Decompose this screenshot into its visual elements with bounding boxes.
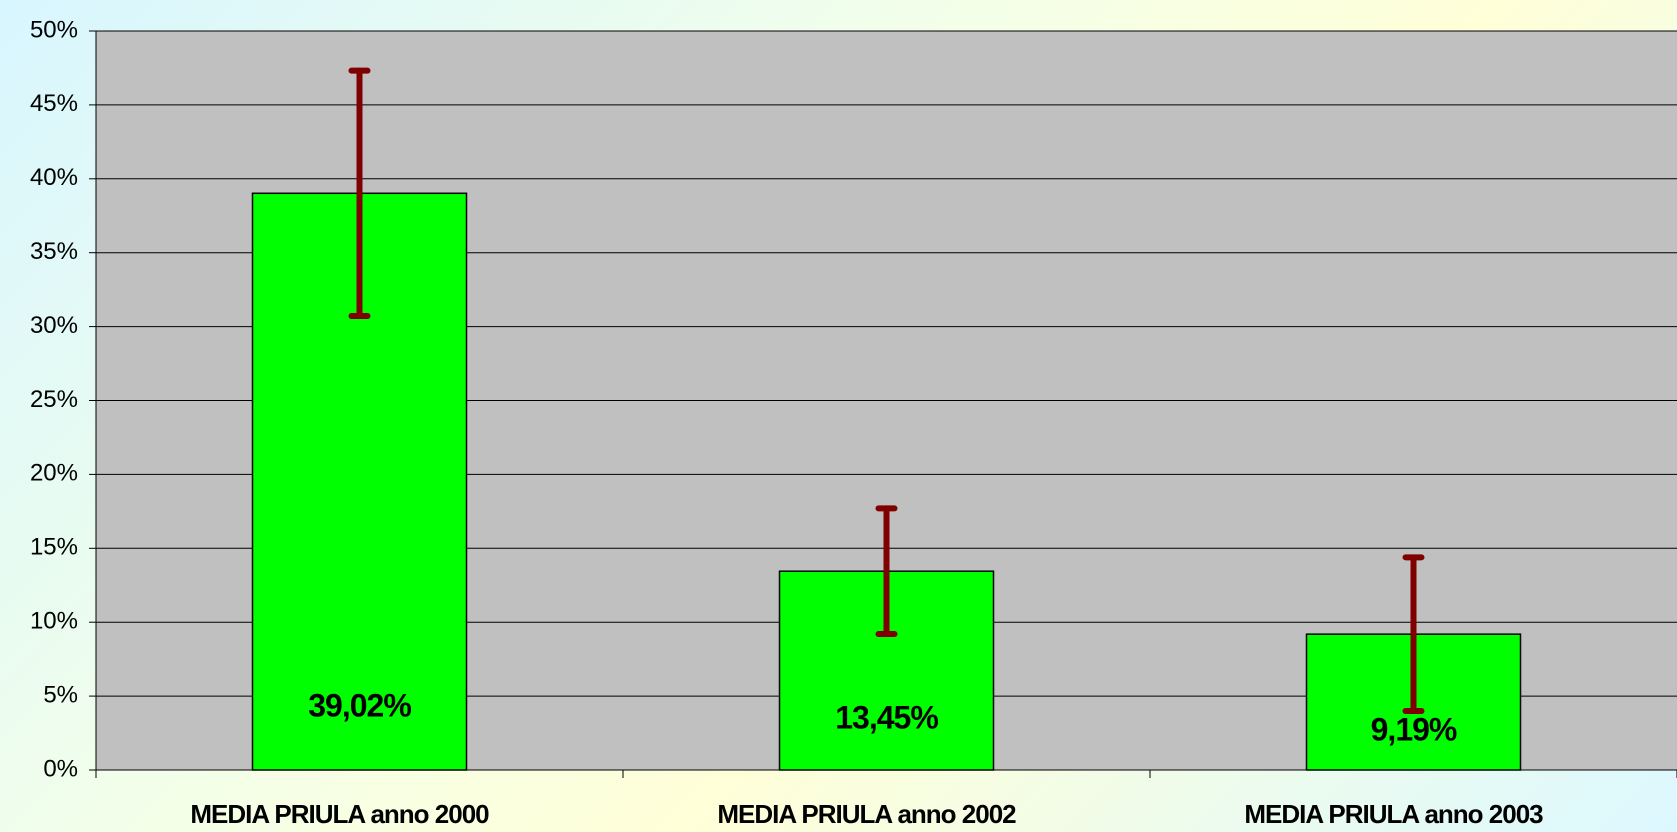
y-tick-label: 10%	[30, 608, 78, 635]
y-tick-label: 40%	[30, 164, 78, 191]
y-tick-label: 15%	[30, 534, 78, 561]
y-tick-label: 20%	[30, 460, 78, 487]
x-tick-label: MEDIA PRIULA anno 2003	[1244, 799, 1543, 829]
data-label: 13,45%	[835, 699, 938, 735]
data-label: 9,19%	[1371, 711, 1457, 747]
x-tick-label: MEDIA PRIULA anno 2002	[717, 799, 1016, 829]
y-tick-label: 5%	[43, 681, 78, 708]
y-tick-label: 50%	[30, 16, 78, 43]
y-tick-label: 25%	[30, 386, 78, 413]
x-tick-label: MEDIA PRIULA anno 2000	[190, 799, 489, 829]
y-tick-label: 35%	[30, 238, 78, 265]
y-tick-label: 45%	[30, 90, 78, 117]
data-label: 39,02%	[308, 687, 411, 723]
y-tick-label: 0%	[43, 755, 78, 782]
y-tick-label: 30%	[30, 312, 78, 339]
